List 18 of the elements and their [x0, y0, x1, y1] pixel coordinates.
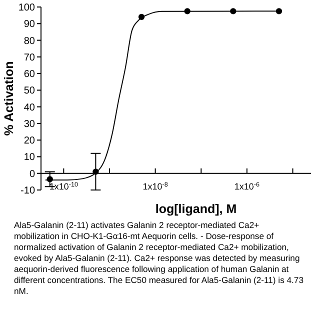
y-tick-label: -10	[20, 186, 36, 196]
y-tick-label: 30	[24, 118, 36, 130]
x-tick-label: 1x10$^{-8}$	[142, 180, 168, 192]
y-tick-label: 0	[29, 168, 36, 180]
y-axis-title: % Activation	[2, 61, 16, 136]
y-tick-label: 20	[24, 136, 36, 147]
x-tick-label: 1x10$^{-6}$	[234, 180, 260, 192]
y-tick-label: 60	[24, 69, 36, 80]
y-tick-label: 40	[24, 102, 36, 114]
y-tick-label: 80	[24, 36, 36, 47]
y-tick-label: 100	[18, 2, 36, 14]
x-tick-label: 1x10$^{-10}$	[49, 180, 78, 192]
y-tick-label: 50	[24, 86, 36, 97]
y-tick-label: 10	[24, 152, 36, 164]
text: Ala5-Galanin (2-11) activates Galanin 2 receptor-mediated Ca2+ mobilization in CHO-K1-Gα16-mt Aequorin cells. - Dose-response of normalized activation of Galanin 2 receptor-mediated Ca2+ mobilization, evoked by Ala5-Galanin (2-11). Ca2+ response was detected by measuring aequorin-derived fluorescence following application of human Galanin at different concentrations. The EC50 measured for Ala5-Galanin (2-11) is 4.73 nM.	[14, 220, 304, 296]
y-tick-label: 90	[24, 19, 36, 30]
x-axis-title: log[ligand], M	[155, 202, 237, 216]
y-tick-label: 70	[24, 52, 36, 64]
